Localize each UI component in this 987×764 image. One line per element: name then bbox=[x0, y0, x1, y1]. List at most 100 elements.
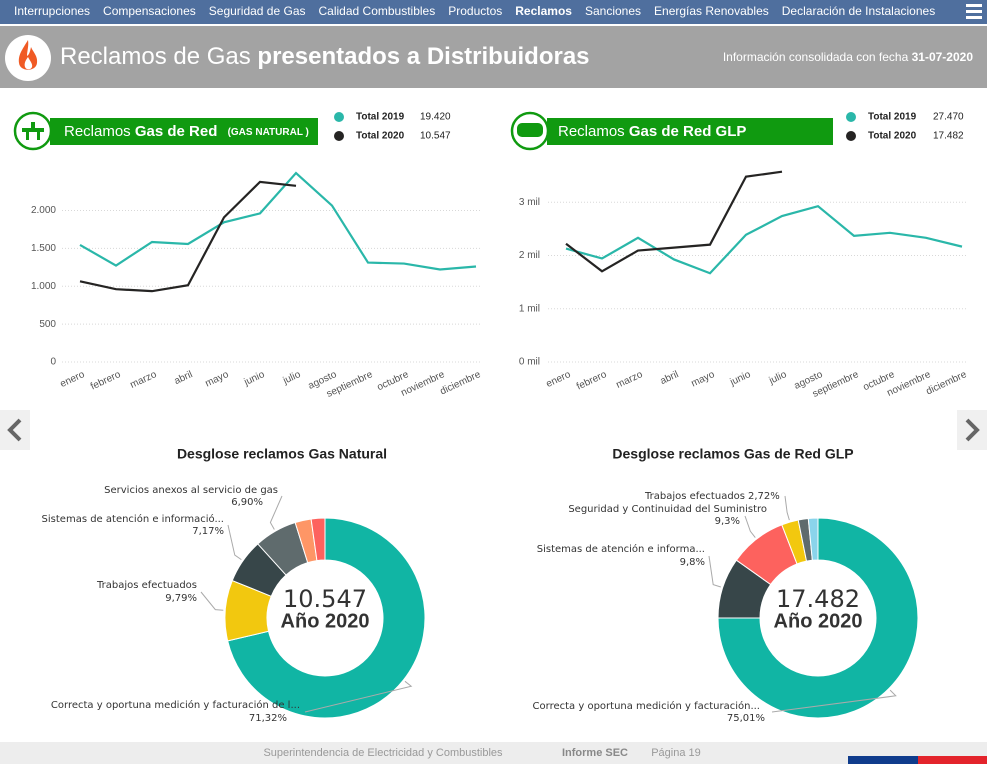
legend-total: 27.470 bbox=[933, 112, 964, 123]
banner-note: (GAS NATURAL ) bbox=[228, 127, 309, 138]
slice-label: Servicios anexos al servicio de gas bbox=[104, 485, 278, 496]
prev-button[interactable] bbox=[0, 410, 30, 450]
chart-banner bbox=[547, 118, 833, 145]
slice-value: 9,79% bbox=[165, 593, 197, 604]
donut-slice bbox=[717, 517, 919, 719]
slice-value: 9,8% bbox=[680, 557, 705, 568]
y-tick-label: 1.000 bbox=[31, 281, 56, 292]
donut-slice bbox=[807, 517, 819, 561]
center-value: 17.482 bbox=[776, 585, 860, 613]
leader-line bbox=[269, 495, 283, 530]
slice-label: Sistemas de atención e informa... bbox=[537, 543, 705, 555]
donut-slice bbox=[227, 517, 426, 719]
nav-item[interactable]: Productos bbox=[448, 4, 502, 18]
flag-blue bbox=[848, 756, 918, 764]
nav-items: Interrupciones Compensaciones Seguridad de… bbox=[14, 4, 935, 18]
next-button[interactable] bbox=[957, 410, 987, 450]
menu-bar bbox=[966, 10, 982, 13]
legend-label: Total 2020 bbox=[356, 131, 405, 142]
line-series bbox=[565, 170, 783, 273]
legend-dot bbox=[334, 112, 344, 122]
slice-label: Trabajos efectuados bbox=[644, 491, 745, 502]
slice-label: Trabajos efectuados bbox=[96, 580, 197, 591]
legend-dot bbox=[334, 131, 344, 141]
legend-dot bbox=[846, 131, 856, 141]
chart-banner-title: Reclamos Gas de Red (GAS NATURAL ) bbox=[64, 123, 309, 140]
date: 31-07-2020 bbox=[912, 50, 974, 64]
y-tick-label: 3 mil bbox=[519, 197, 540, 208]
flag-red bbox=[918, 756, 987, 764]
nav-item[interactable]: Energías Renovables bbox=[654, 4, 769, 18]
tank-icon bbox=[517, 123, 543, 137]
slice-label: Correcta y oportuna medición y facturaci… bbox=[51, 699, 300, 711]
chart-title: Desglose reclamos Gas Natural bbox=[177, 446, 387, 462]
slice-label: Sistemas de atención e informació... bbox=[42, 513, 224, 525]
footer-bar bbox=[0, 742, 987, 764]
logo-flame-inner bbox=[24, 57, 33, 70]
footer-org: Superintendencia de Electricidad y Combu… bbox=[263, 747, 503, 759]
nav-item[interactable]: Sanciones bbox=[585, 4, 641, 18]
leader-line bbox=[227, 524, 242, 561]
leader-line bbox=[708, 555, 721, 588]
line-series bbox=[79, 180, 297, 293]
nav-bar bbox=[0, 0, 987, 24]
y-tick-label: 0 bbox=[50, 357, 56, 368]
center-value: 10.547 bbox=[283, 585, 367, 613]
legend-total: 17.482 bbox=[933, 131, 964, 142]
menu-icon[interactable] bbox=[966, 4, 982, 19]
y-tick-label: 1.500 bbox=[31, 243, 56, 254]
line-series bbox=[565, 204, 963, 275]
leader-line bbox=[771, 689, 897, 713]
donut-slice bbox=[310, 517, 326, 562]
menu-bar bbox=[966, 4, 982, 7]
leader-line bbox=[304, 680, 413, 713]
legend-label: Total 2019 bbox=[356, 112, 405, 123]
leader-line bbox=[744, 515, 756, 538]
prev-arrow bbox=[7, 418, 22, 442]
date-prefix: Información consolidada con fecha bbox=[723, 50, 909, 64]
chart-banner bbox=[50, 118, 318, 145]
leader-line bbox=[784, 495, 790, 521]
slice-value: 75,01% bbox=[727, 713, 765, 724]
legend-total: 19.420 bbox=[420, 112, 451, 123]
y-tick-label: 0 mil bbox=[519, 357, 540, 368]
nav-item[interactable]: Reclamos bbox=[515, 4, 572, 18]
nav-item[interactable]: Interrupciones bbox=[14, 4, 90, 18]
slice-value: 9,3% bbox=[715, 516, 740, 527]
slice-label: Correcta y oportuna medición y facturaci… bbox=[533, 700, 760, 712]
slice-value: 71,32% bbox=[249, 713, 287, 724]
nav-item[interactable]: Calidad Combustibles bbox=[319, 4, 436, 18]
center-label: Año 2020 bbox=[281, 610, 370, 632]
chart-banner-title: Reclamos Gas de Red GLP bbox=[558, 123, 746, 140]
slice-label: Seguridad y Continuidad del Suministro bbox=[568, 504, 767, 515]
banner-light: Reclamos bbox=[558, 123, 625, 140]
nav-item[interactable]: Compensaciones bbox=[103, 4, 196, 18]
title-light: Reclamos de Gas bbox=[60, 43, 251, 70]
banner-bold: Gas de Red GLP bbox=[629, 123, 747, 140]
nav-item[interactable]: Seguridad de Gas bbox=[209, 4, 306, 18]
legend-dot bbox=[846, 112, 856, 122]
legend-total: 10.547 bbox=[420, 131, 451, 142]
header-bar bbox=[0, 26, 987, 88]
footer-page: Página 19 bbox=[651, 747, 701, 759]
legend-label: Total 2019 bbox=[868, 112, 917, 123]
slice-value: 2,72% bbox=[748, 491, 780, 502]
y-tick-label: 1 mil bbox=[519, 303, 540, 314]
y-tick-label: 2 mil bbox=[519, 250, 540, 261]
legend-label: Total 2020 bbox=[868, 131, 917, 142]
line-series bbox=[79, 171, 477, 271]
logo-flame bbox=[18, 40, 38, 70]
slice-value: 7,17% bbox=[192, 526, 224, 537]
menu-bar bbox=[966, 16, 982, 19]
nav-item[interactable]: Declaración de Instalaciones bbox=[782, 4, 935, 18]
title-bold: presentados a Distribuidoras bbox=[257, 43, 589, 70]
y-tick-label: 2.000 bbox=[31, 205, 56, 216]
pipe-icon bbox=[22, 122, 44, 140]
banner-light: Reclamos bbox=[64, 123, 131, 140]
slice-value: 6,90% bbox=[231, 497, 263, 508]
date-info: Información consolidada con fecha 31-07-… bbox=[723, 50, 974, 64]
page-title: Reclamos de Gas presentados a Distribuid… bbox=[60, 43, 590, 70]
center-label: Año 2020 bbox=[774, 610, 863, 632]
y-tick-label: 500 bbox=[39, 319, 56, 330]
